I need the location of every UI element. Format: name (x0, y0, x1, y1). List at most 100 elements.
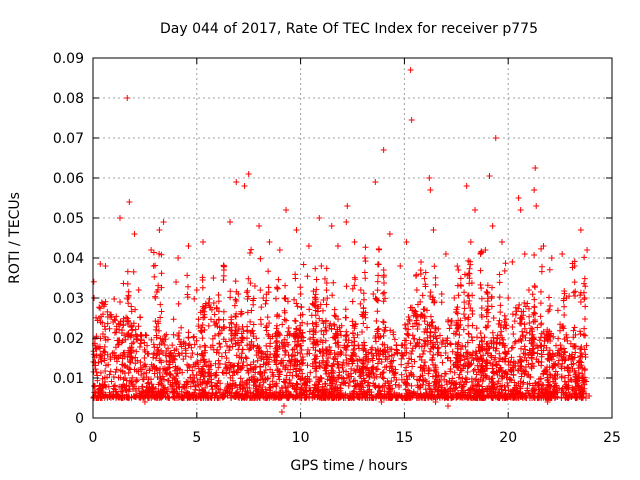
data-point (297, 350, 304, 357)
data-point (185, 243, 192, 249)
data-point (518, 337, 525, 344)
data-point (171, 347, 178, 354)
data-point (304, 346, 311, 353)
data-point (306, 350, 313, 357)
data-points (90, 67, 593, 415)
data-point (272, 358, 279, 365)
data-point (556, 385, 563, 392)
data-point (151, 370, 158, 377)
data-point (398, 371, 405, 378)
data-point (342, 306, 349, 313)
data-point (330, 279, 337, 286)
data-point (200, 372, 207, 379)
data-point (432, 368, 439, 375)
x-tick-label: 5 (192, 430, 201, 446)
data-point (233, 297, 240, 304)
data-point (580, 331, 587, 338)
data-point (454, 263, 461, 270)
data-point (317, 301, 324, 308)
data-point (504, 382, 511, 389)
x-tick-label: 0 (89, 430, 98, 446)
data-point (180, 356, 187, 363)
data-point (442, 251, 449, 257)
data-point (331, 306, 338, 313)
data-point (324, 376, 331, 383)
data-point (351, 282, 358, 289)
data-point (327, 320, 334, 327)
data-point (317, 337, 324, 344)
data-point (496, 279, 503, 286)
data-point (392, 381, 399, 388)
data-point (282, 351, 289, 358)
data-point (220, 308, 227, 315)
data-point (447, 365, 454, 372)
data-point (447, 341, 454, 348)
data-point (374, 308, 381, 315)
data-point (497, 309, 504, 316)
data-point (581, 275, 588, 282)
data-point (473, 334, 480, 341)
y-axis-label: ROTI / TECUs (7, 192, 23, 284)
data-point (527, 325, 534, 332)
data-point (282, 343, 289, 350)
data-point (184, 272, 191, 279)
data-point (468, 334, 475, 341)
data-point (507, 376, 514, 383)
data-point (495, 358, 502, 365)
data-point (230, 368, 237, 375)
data-point (195, 382, 202, 389)
data-point (515, 360, 522, 367)
data-point (120, 376, 127, 383)
data-point (408, 350, 415, 357)
data-point (204, 381, 211, 388)
data-point (584, 247, 591, 253)
data-point (442, 349, 449, 356)
data-point (128, 303, 135, 310)
data-point (343, 283, 350, 290)
data-point (391, 371, 398, 378)
data-point (477, 330, 484, 337)
data-point (276, 376, 283, 383)
data-point (559, 251, 566, 257)
data-point (102, 263, 109, 269)
data-point (175, 255, 182, 261)
data-point (175, 300, 182, 307)
data-point (499, 382, 506, 389)
data-point (351, 334, 358, 341)
data-point (125, 300, 132, 307)
data-point (131, 231, 138, 237)
data-point (351, 274, 358, 281)
data-point (360, 290, 367, 297)
data-point (401, 321, 408, 328)
data-point (407, 340, 414, 347)
data-point (531, 187, 538, 193)
data-point (248, 246, 255, 253)
data-point (229, 377, 236, 384)
x-tick-label: 15 (395, 430, 413, 446)
data-point (349, 318, 356, 325)
data-point (456, 371, 463, 378)
data-point (201, 342, 208, 349)
data-point (478, 334, 485, 341)
data-point (275, 373, 282, 380)
data-point (444, 355, 451, 362)
data-point (510, 371, 517, 378)
data-point (331, 312, 338, 319)
data-point (466, 386, 473, 393)
data-point (256, 223, 263, 229)
data-point (343, 219, 350, 225)
data-point (380, 298, 387, 305)
data-point (130, 268, 137, 275)
data-point (215, 308, 222, 315)
data-point (226, 324, 233, 331)
data-point (215, 364, 222, 371)
data-point (561, 312, 568, 319)
data-point (539, 381, 546, 388)
data-point (141, 339, 148, 346)
data-point (282, 282, 289, 289)
data-point (557, 321, 564, 328)
data-point (525, 287, 532, 293)
data-point (375, 272, 382, 279)
data-point (90, 278, 97, 285)
data-point (543, 344, 550, 351)
